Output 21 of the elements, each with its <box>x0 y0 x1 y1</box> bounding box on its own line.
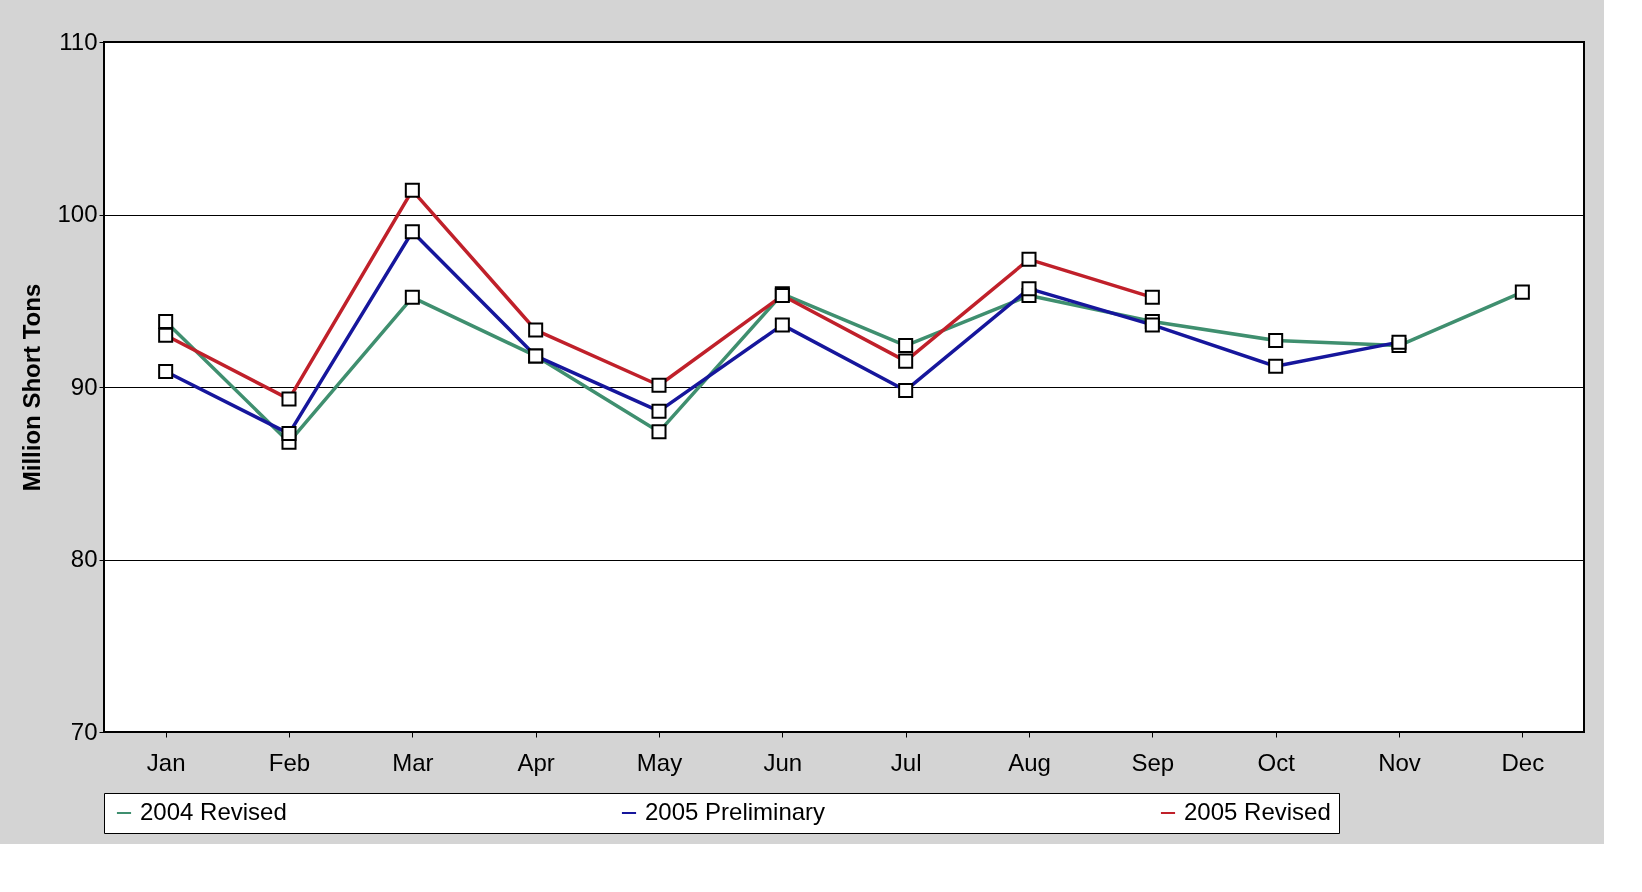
x-tick-label: Mar <box>392 748 434 776</box>
x-tick-label: Aug <box>1008 748 1051 776</box>
x-tick-label: Jun <box>763 748 803 776</box>
legend-label: 2004 Revised <box>140 798 287 825</box>
x-tick-label: Nov <box>1378 748 1421 776</box>
x-tick-label: Jul <box>890 748 922 776</box>
y-tick-label: 110 <box>59 27 98 55</box>
y-axis-title: Million Short Tons <box>18 283 46 492</box>
y-tick-label: 90 <box>70 372 98 400</box>
legend-label: 2005 Preliminary <box>645 798 826 825</box>
y-tick-label: 80 <box>70 545 98 572</box>
x-tick-label: Sep <box>1131 748 1175 776</box>
x-tick-label: Dec <box>1501 748 1545 776</box>
y-tick-label: 100 <box>57 200 98 227</box>
x-tick-label: May <box>636 748 683 776</box>
y-tick-label: 70 <box>70 717 98 745</box>
x-tick-label: Feb <box>268 748 311 776</box>
legend-label: 2005 Revised <box>1184 798 1331 825</box>
x-tick-label: Jan <box>146 748 186 776</box>
x-tick-label: Oct <box>1257 748 1296 776</box>
x-tick-label: Apr <box>517 748 555 776</box>
